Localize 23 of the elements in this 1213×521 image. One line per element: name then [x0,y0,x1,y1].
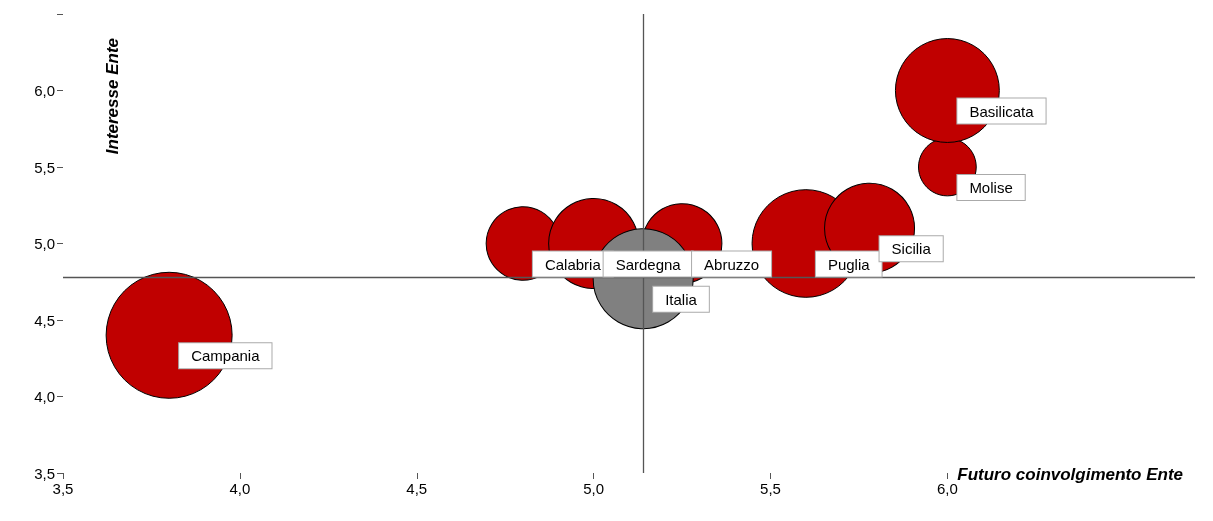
x-tick-label: 3,5 [52,480,74,497]
y-tick-label: 4,0 [34,388,55,405]
x-tick-label: 5,0 [583,480,605,497]
x-axis-title: Futuro coinvolgimento Ente [957,465,1183,484]
annotation: Campania [191,347,261,365]
x-tick-label: 6,0 [936,480,958,497]
y-tick-label: 6,0 [34,82,55,99]
annotation: Puglia [827,255,871,273]
y-tick-label: 3,5 [34,464,55,482]
y-tick-label: 4,5 [34,311,55,329]
y-tick-label: 5,0 [34,235,55,252]
annotation: Sicilia [891,240,932,258]
annotation: Sardegna [615,255,682,273]
x-tick-label: 4,0 [229,480,251,497]
annotation: Italia [665,290,698,308]
y-tick-label: 5,5 [34,158,55,176]
annotation: Calabria [544,255,602,273]
annotation: Abruzzo [704,255,760,273]
x-tick-label: 4,5 [406,480,428,497]
y-axis-title: Interesse Ente [103,37,122,155]
x-tick-label: 5,5 [760,480,781,497]
annotation: Molise [969,179,1013,196]
annotation: Basilicata [969,102,1035,120]
